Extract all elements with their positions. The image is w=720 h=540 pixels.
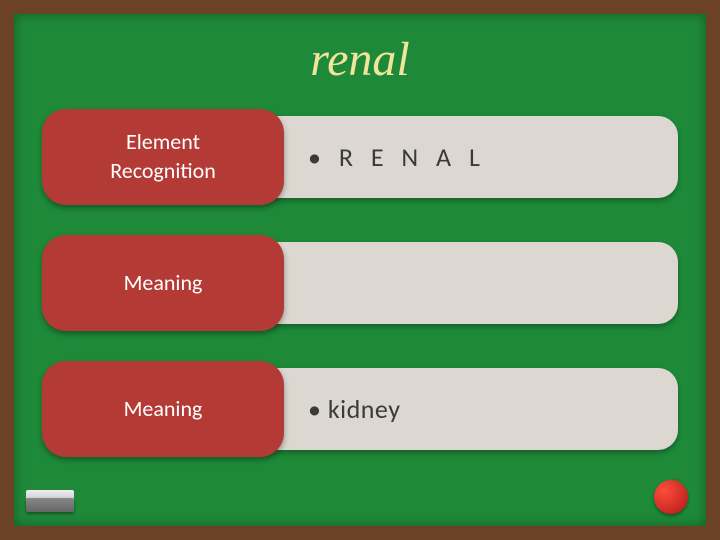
slide-title: renal [14, 32, 706, 87]
apple-icon [640, 476, 698, 518]
chalk-eraser-icon [22, 476, 80, 518]
row-label-line2: Recognition [110, 157, 216, 186]
row-meaning-2: Meaning • kidney [42, 361, 678, 457]
row-label: Meaning [42, 361, 284, 457]
row-bullet: • R E N A L [308, 141, 486, 173]
row-meaning-1: Meaning [42, 235, 678, 331]
row-element-recognition: Element Recognition • R E N A L [42, 109, 678, 205]
rows-container: Element Recognition • R E N A L Meaning … [14, 109, 706, 457]
row-content: • R E N A L [258, 116, 678, 198]
row-label-line1: Meaning [124, 395, 203, 424]
row-bullet: • kidney [308, 393, 400, 425]
row-label: Element Recognition [42, 109, 284, 205]
row-label: Meaning [42, 235, 284, 331]
row-label-line1: Element [126, 128, 200, 157]
row-content: • kidney [258, 368, 678, 450]
row-label-line1: Meaning [124, 269, 203, 298]
row-content [258, 242, 678, 324]
